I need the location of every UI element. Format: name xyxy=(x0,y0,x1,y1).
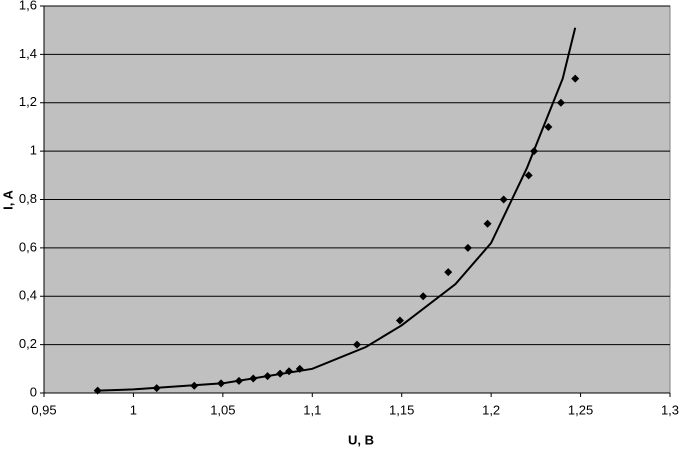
data-point xyxy=(444,268,453,277)
data-point xyxy=(524,171,533,180)
y-tick-label: 0 xyxy=(30,384,37,399)
data-point xyxy=(499,195,508,204)
data-point xyxy=(276,369,285,378)
data-point xyxy=(395,316,404,325)
data-point xyxy=(571,74,580,83)
y-tick-label: 1 xyxy=(30,143,37,158)
data-point xyxy=(556,98,565,107)
x-tick-label: 1,25 xyxy=(568,402,593,417)
y-axis-label: I, A xyxy=(0,190,15,210)
y-tick-label: 1,6 xyxy=(19,0,37,12)
y-tick-label: 0,8 xyxy=(19,191,37,206)
data-point xyxy=(190,381,199,390)
y-tick-label: 0,4 xyxy=(19,288,37,303)
x-tick-label: 1,1 xyxy=(303,402,321,417)
data-point xyxy=(483,219,492,228)
y-tick-label: 1,4 xyxy=(19,46,37,61)
data-point xyxy=(353,340,361,349)
data-point xyxy=(249,374,258,383)
x-tick-label: 1,05 xyxy=(210,402,235,417)
data-point xyxy=(295,364,304,373)
x-tick-label: 1 xyxy=(130,402,137,417)
x-tick-label: 1,2 xyxy=(482,402,500,417)
data-point xyxy=(285,367,294,376)
x-axis-label: U, B xyxy=(348,432,374,447)
x-tick-label: 1,3 xyxy=(661,402,679,417)
data-point xyxy=(463,243,472,252)
data-point xyxy=(93,386,102,395)
y-tick-label: 0,6 xyxy=(19,239,37,254)
data-point xyxy=(544,122,553,131)
y-tick-label: 0,2 xyxy=(19,336,37,351)
data-point xyxy=(152,384,161,393)
data-point xyxy=(234,376,243,385)
x-tick-label: 1,15 xyxy=(389,402,414,417)
data-point xyxy=(263,372,272,381)
data-point xyxy=(217,379,226,388)
data-point xyxy=(419,292,428,301)
x-tick-label: 0,95 xyxy=(31,402,56,417)
y-tick-label: 1,2 xyxy=(19,94,37,109)
data-point xyxy=(530,147,539,156)
